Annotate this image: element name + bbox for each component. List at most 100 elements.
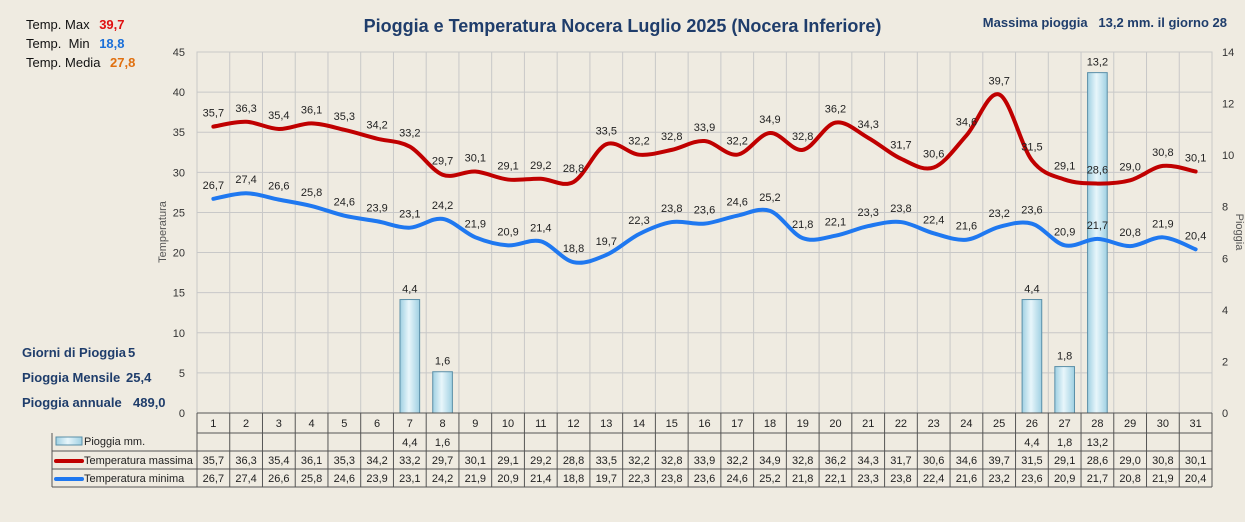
temp-min-label: 23,6 [694,205,715,217]
table-cell-temp-max: 29,1 [497,455,518,467]
temp-max-label: 29,7 [432,156,453,168]
table-cell-temp-max: 35,4 [268,455,289,467]
temp-max-label: 30,1 [1185,153,1206,165]
temp-max-label: 29,2 [530,160,551,172]
table-cell-temp-max: 30,6 [923,455,944,467]
stat-rain-year: Pioggia annuale 489,0 [22,395,172,410]
table-cell-temp-min: 21,6 [956,473,977,485]
temp-max-label: 30,1 [465,153,486,165]
x-tick-label: 14 [633,418,645,430]
table-cell-temp-max: 32,2 [628,455,649,467]
x-tick-label: 29 [1124,418,1136,430]
stat-temp-mean: Temp. Media 27,8 [26,55,135,70]
table-cell-rain: 13,2 [1087,437,1108,449]
temp-min-label: 19,7 [596,236,617,248]
stat-rain-month-label: Pioggia Mensile [22,370,121,385]
stat-temp-max-value: 39,7 [99,17,125,32]
rain-bar [399,299,421,414]
table-cell-temp-max: 36,1 [301,455,322,467]
temp-min-label: 21,9 [465,218,486,230]
table-cell-temp-min: 21,7 [1087,473,1108,485]
table-cell-temp-min: 22,1 [825,473,846,485]
table-cell-temp-min: 23,6 [694,473,715,485]
y-tick-label: 30 [173,167,185,179]
y2-tick-label: 4 [1222,305,1228,317]
temp-max-label: 33,2 [399,128,420,140]
table-cell-temp-min: 20,9 [497,473,518,485]
temp-max-label: 35,4 [268,110,289,122]
stat-rain-month-value: 25,4 [126,370,152,385]
stat-temp-min-value: 18,8 [99,36,125,51]
table-cell-temp-min: 23,8 [890,473,911,485]
temp-min-label: 21,9 [1152,218,1173,230]
rain-bar [1087,72,1108,414]
temp-max-label: 32,8 [661,131,682,143]
temp-max-label: 29,1 [497,161,518,173]
legend-label-temp-min: Temperatura minima [84,473,185,485]
table-cell-temp-min: 24,6 [334,473,355,485]
table-cell-temp-max: 31,7 [890,455,911,467]
temp-min-label: 23,3 [857,207,878,219]
temp-max-label: 34,2 [366,120,387,132]
temp-min-label: 22,1 [825,217,846,229]
rain-bar-label: 1,6 [435,356,450,368]
rain-bar-label: 13,2 [1087,57,1108,69]
table-cell-temp-max: 28,8 [563,455,584,467]
temp-min-label: 26,7 [203,180,224,192]
temp-min-label: 24,6 [334,197,355,209]
x-tick-label: 18 [764,418,776,430]
temp-max-label: 29,0 [1119,161,1140,173]
table-cell-temp-min: 23,9 [366,473,387,485]
x-tick-label: 7 [407,418,413,430]
table-cell-temp-max: 34,6 [956,455,977,467]
table-cell-temp-min: 23,3 [857,473,878,485]
x-tick-label: 21 [862,418,874,430]
table-cell-rain: 4,4 [402,437,417,449]
temp-min-label: 18,8 [563,243,584,255]
temp-max-line [211,92,1198,186]
table-cell-temp-min: 22,3 [628,473,649,485]
temp-max-label: 32,8 [792,131,813,143]
rain-bar [1054,366,1075,414]
x-tick-label: 30 [1157,418,1169,430]
rain-bar-label: 4,4 [402,284,417,296]
temp-min-label: 21,7 [1087,220,1108,232]
table-cell-rain: 1,8 [1057,437,1072,449]
x-tick-label: 8 [440,418,446,430]
x-tick-label: 20 [829,418,841,430]
table-cell-temp-max: 32,2 [727,455,748,467]
temp-min-label: 26,6 [268,181,289,193]
stat-temp-min-label: Temp. Min [26,36,90,51]
max-rain-value: 13,2 mm. il giorno 28 [1098,15,1227,30]
table-cell-temp-min: 25,8 [301,473,322,485]
table-cell-temp-max: 34,3 [857,455,878,467]
x-tick-label: 27 [1059,418,1071,430]
x-tick-label: 15 [666,418,678,430]
temp-min-label: 22,3 [628,215,649,227]
x-tick-label: 13 [600,418,612,430]
temp-min-label: 23,6 [1021,205,1042,217]
x-tick-label: 11 [535,418,546,430]
y-tick-label: 5 [179,368,185,380]
table-cell-temp-max: 29,2 [530,455,551,467]
temp-max-label: 32,2 [727,136,748,148]
temp-min-label: 22,4 [923,214,944,226]
x-tick-label: 10 [502,418,514,430]
y-tick-label: 40 [173,87,185,99]
max-rain-label: Massima pioggia [982,15,1088,30]
y-tick-label: 20 [173,248,185,260]
table-cell-temp-max: 32,8 [661,455,682,467]
table-cell-temp-min: 25,2 [759,473,780,485]
table-cell-temp-max: 35,3 [334,455,355,467]
temp-min-label: 25,8 [301,187,322,199]
table-cell-temp-max: 32,8 [792,455,813,467]
legend-label-temp-max: Temperatura massima [84,455,194,467]
temp-max-label: 39,7 [988,76,1009,88]
y2-tick-label: 12 [1222,99,1234,111]
y2-tick-label: 0 [1222,408,1228,420]
temp-max-label: 36,1 [301,104,322,116]
table-cell-temp-max: 30,8 [1152,455,1173,467]
y-tick-label: 0 [179,408,185,420]
table-cell-temp-min: 23,2 [988,473,1009,485]
x-tick-label: 19 [797,418,809,430]
